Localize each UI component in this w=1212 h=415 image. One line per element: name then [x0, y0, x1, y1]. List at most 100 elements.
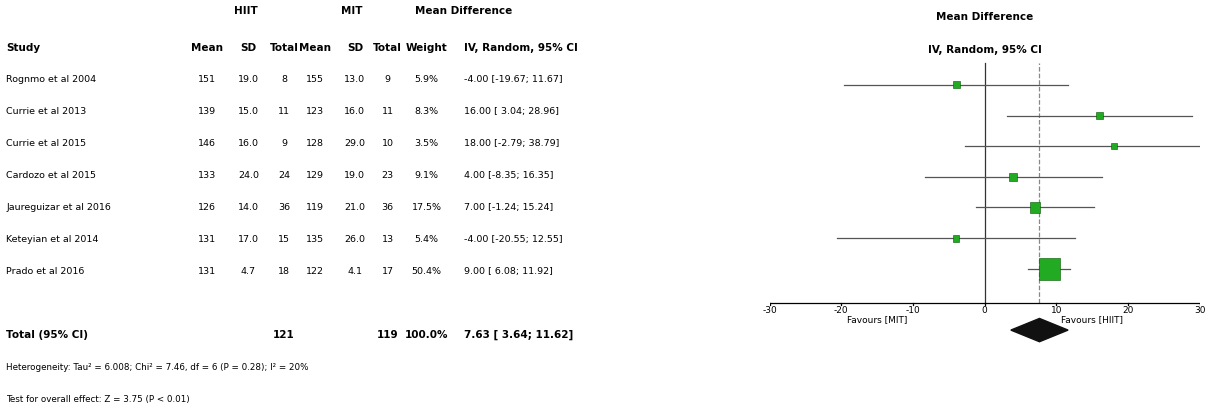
- Polygon shape: [1011, 318, 1068, 342]
- Text: MIT: MIT: [341, 6, 362, 16]
- Text: 131: 131: [199, 267, 217, 276]
- Bar: [953, 81, 960, 88]
- Text: Keteyian et al 2014: Keteyian et al 2014: [6, 235, 98, 244]
- Text: 126: 126: [199, 203, 216, 212]
- Text: IV, Random, 95% CI: IV, Random, 95% CI: [464, 43, 578, 53]
- Text: 133: 133: [199, 171, 217, 180]
- Text: 15: 15: [278, 235, 290, 244]
- Text: 119: 119: [377, 330, 399, 340]
- Text: 19.0: 19.0: [344, 171, 365, 180]
- Text: 122: 122: [307, 267, 325, 276]
- Text: 13: 13: [382, 235, 394, 244]
- Text: 146: 146: [199, 139, 216, 148]
- Text: Mean Difference: Mean Difference: [936, 12, 1034, 22]
- Text: 24: 24: [278, 171, 290, 180]
- Text: -10: -10: [905, 306, 920, 315]
- Text: 13.0: 13.0: [344, 75, 366, 84]
- Text: 36: 36: [278, 203, 290, 212]
- Text: 121: 121: [273, 330, 295, 340]
- Text: 155: 155: [307, 75, 325, 84]
- Text: Test for overall effect: Z = 3.75 (P < 0.01): Test for overall effect: Z = 3.75 (P < 0…: [6, 395, 190, 403]
- Text: 11: 11: [382, 107, 394, 116]
- Text: 8.3%: 8.3%: [415, 107, 439, 116]
- Text: 7.00 [-1.24; 15.24]: 7.00 [-1.24; 15.24]: [464, 203, 554, 212]
- Text: Mean Difference: Mean Difference: [416, 6, 513, 16]
- Text: Total: Total: [269, 43, 298, 53]
- Text: 4.1: 4.1: [348, 267, 362, 276]
- Text: -30: -30: [762, 306, 777, 315]
- Text: 15.0: 15.0: [238, 107, 259, 116]
- Text: 9: 9: [281, 139, 287, 148]
- Text: Cardozo et al 2015: Cardozo et al 2015: [6, 171, 96, 180]
- Text: -4.00 [-19.67; 11.67]: -4.00 [-19.67; 11.67]: [464, 75, 564, 84]
- Bar: [1096, 112, 1103, 120]
- Text: 30: 30: [1194, 306, 1206, 315]
- Text: 4.00 [-8.35; 16.35]: 4.00 [-8.35; 16.35]: [464, 171, 554, 180]
- Text: Study: Study: [6, 43, 40, 53]
- Text: 9.00 [ 6.08; 11.92]: 9.00 [ 6.08; 11.92]: [464, 267, 554, 276]
- Text: Total (95% CI): Total (95% CI): [6, 330, 88, 340]
- Text: 36: 36: [382, 203, 394, 212]
- Text: 19.0: 19.0: [238, 75, 259, 84]
- Text: Prado et al 2016: Prado et al 2016: [6, 267, 85, 276]
- Text: 3.5%: 3.5%: [415, 139, 439, 148]
- Text: 17.5%: 17.5%: [411, 203, 441, 212]
- Text: 100.0%: 100.0%: [405, 330, 448, 340]
- Text: 4.7: 4.7: [241, 267, 256, 276]
- Text: 24.0: 24.0: [238, 171, 259, 180]
- Text: Weight: Weight: [406, 43, 447, 53]
- Text: 26.0: 26.0: [344, 235, 365, 244]
- Text: Favours [MIT]: Favours [MIT]: [847, 315, 908, 324]
- Text: 0: 0: [982, 306, 988, 315]
- Text: Heterogeneity: Tau² = 6.008; Chi² = 7.46, df = 6 (P = 0.28); I² = 20%: Heterogeneity: Tau² = 6.008; Chi² = 7.46…: [6, 363, 309, 371]
- Text: 5.9%: 5.9%: [415, 75, 439, 84]
- Text: 18: 18: [278, 267, 290, 276]
- Text: 128: 128: [307, 139, 325, 148]
- Text: Mean: Mean: [191, 43, 223, 53]
- Text: 18.00 [-2.79; 38.79]: 18.00 [-2.79; 38.79]: [464, 139, 560, 148]
- Text: Total: Total: [373, 43, 402, 53]
- Text: 5.4%: 5.4%: [415, 235, 439, 244]
- Text: 17.0: 17.0: [238, 235, 259, 244]
- Text: Favours [HIIT]: Favours [HIIT]: [1062, 315, 1124, 324]
- Text: SD: SD: [240, 43, 257, 53]
- Text: Mean: Mean: [299, 43, 331, 53]
- Text: 135: 135: [307, 235, 325, 244]
- Text: 11: 11: [278, 107, 290, 116]
- Text: Jaureguizar et al 2016: Jaureguizar et al 2016: [6, 203, 112, 212]
- Text: 129: 129: [307, 171, 325, 180]
- Text: -4.00 [-20.55; 12.55]: -4.00 [-20.55; 12.55]: [464, 235, 564, 244]
- Text: 9.1%: 9.1%: [415, 171, 439, 180]
- Bar: [1029, 202, 1040, 213]
- Text: 10: 10: [1051, 306, 1062, 315]
- Text: 17: 17: [382, 267, 394, 276]
- Text: 50.4%: 50.4%: [411, 267, 441, 276]
- Text: 119: 119: [307, 203, 325, 212]
- Text: 23: 23: [382, 171, 394, 180]
- Text: 16.0: 16.0: [238, 139, 259, 148]
- Bar: [953, 235, 960, 242]
- Text: 20: 20: [1122, 306, 1134, 315]
- Bar: [1110, 143, 1117, 149]
- Text: 131: 131: [199, 235, 217, 244]
- Text: 151: 151: [199, 75, 216, 84]
- Text: IV, Random, 95% CI: IV, Random, 95% CI: [928, 45, 1041, 55]
- Text: Currie et al 2015: Currie et al 2015: [6, 139, 86, 148]
- Text: 7.63 [ 3.64; 11.62]: 7.63 [ 3.64; 11.62]: [464, 330, 573, 340]
- Text: 16.00 [ 3.04; 28.96]: 16.00 [ 3.04; 28.96]: [464, 107, 560, 116]
- Text: 29.0: 29.0: [344, 139, 365, 148]
- Bar: [1010, 173, 1017, 181]
- Text: 10: 10: [382, 139, 394, 148]
- Text: SD: SD: [347, 43, 362, 53]
- Text: Currie et al 2013: Currie et al 2013: [6, 107, 86, 116]
- Text: HIIT: HIIT: [234, 6, 258, 16]
- Text: -20: -20: [834, 306, 848, 315]
- Text: 14.0: 14.0: [238, 203, 259, 212]
- Text: Rognmo et al 2004: Rognmo et al 2004: [6, 75, 96, 84]
- Text: 9: 9: [384, 75, 390, 84]
- Text: 8: 8: [281, 75, 287, 84]
- Text: 21.0: 21.0: [344, 203, 365, 212]
- Bar: [1039, 258, 1060, 280]
- Text: 139: 139: [199, 107, 217, 116]
- Text: 123: 123: [307, 107, 325, 116]
